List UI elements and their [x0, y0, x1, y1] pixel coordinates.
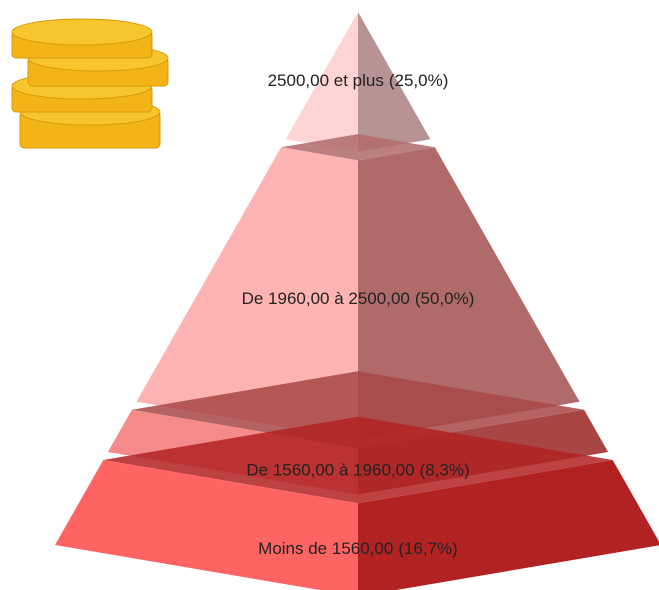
category-label: Moins de 1560,00	[258, 539, 393, 558]
category-label: 2500,00 et plus	[268, 71, 384, 90]
data-label: Moins de 1560,00 (16,7%)	[258, 539, 458, 558]
value-label: (16,7%)	[398, 539, 458, 558]
category-label: De 1960,00 à 2500,00	[242, 289, 410, 308]
chart: 2500,00 et plus (25,0%) De 1960,00 à 2500,…	[0, 0, 659, 590]
coins-icon	[12, 19, 168, 148]
value-label: (50,0%)	[415, 289, 475, 308]
data-label: 2500,00 et plus (25,0%)	[268, 71, 449, 90]
category-label: De 1560,00 à 1960,00	[246, 461, 414, 480]
data-label: De 1560,00 à 1960,00 (8,3%)	[246, 461, 469, 480]
value-label: (8,3%)	[420, 461, 470, 480]
data-label: De 1960,00 à 2500,00 (50,0%)	[242, 289, 475, 308]
value-label: (25,0%)	[389, 71, 449, 90]
